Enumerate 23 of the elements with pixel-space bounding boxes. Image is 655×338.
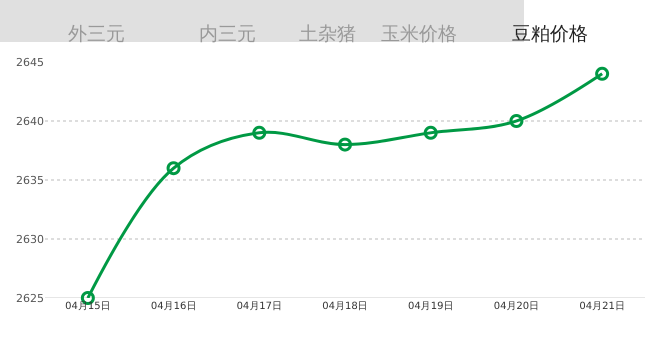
x-tick-label: 04月19日 (408, 301, 454, 312)
x-tick-label: 04月21日 (579, 301, 625, 312)
x-tick-label: 04月15日 (65, 301, 111, 312)
text: 土杂猪 (299, 23, 356, 45)
text: 玉米价格 (381, 23, 457, 45)
x-tick-label: 04月16日 (150, 301, 196, 312)
text: 豆粕价格 (512, 23, 588, 45)
y-tick-label: 2635 (16, 174, 44, 187)
x-tick-label: 04月17日 (236, 301, 282, 312)
y-tick-label: 2625 (16, 292, 44, 305)
point (509, 114, 524, 128)
y-tick-label: 2630 (16, 232, 44, 246)
point (424, 126, 438, 140)
text: 内三元 (199, 23, 256, 45)
point (252, 126, 266, 140)
y-tick-label: 2640 (16, 114, 44, 128)
point (166, 161, 181, 176)
point (595, 66, 610, 81)
x-tick-label: 04月20日 (494, 301, 540, 312)
x-tick-label: 04月18日 (322, 301, 368, 312)
text: 外三元 (68, 23, 125, 45)
y-tick-label: 2645 (16, 56, 44, 69)
point (338, 138, 352, 152)
